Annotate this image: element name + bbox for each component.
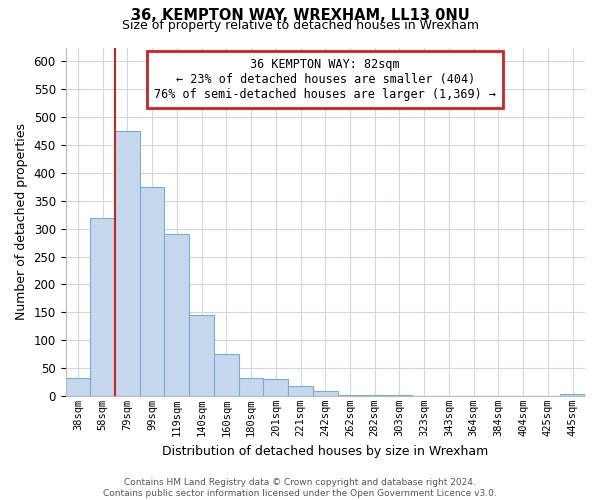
Bar <box>313 392 338 396</box>
Bar <box>140 187 164 396</box>
Text: Size of property relative to detached houses in Wrexham: Size of property relative to detached ho… <box>121 18 479 32</box>
Bar <box>90 218 115 396</box>
Bar <box>338 395 362 396</box>
Bar <box>239 378 263 396</box>
Text: 36 KEMPTON WAY: 82sqm
← 23% of detached houses are smaller (404)
76% of semi-det: 36 KEMPTON WAY: 82sqm ← 23% of detached … <box>154 58 496 101</box>
Bar <box>288 386 313 396</box>
Bar <box>560 394 585 396</box>
Bar <box>263 379 288 396</box>
Bar <box>214 354 239 396</box>
Text: 36, KEMPTON WAY, WREXHAM, LL13 0NU: 36, KEMPTON WAY, WREXHAM, LL13 0NU <box>131 8 469 22</box>
X-axis label: Distribution of detached houses by size in Wrexham: Distribution of detached houses by size … <box>162 444 488 458</box>
Bar <box>115 131 140 396</box>
Y-axis label: Number of detached properties: Number of detached properties <box>15 123 28 320</box>
Text: Contains HM Land Registry data © Crown copyright and database right 2024.
Contai: Contains HM Land Registry data © Crown c… <box>103 478 497 498</box>
Bar <box>189 315 214 396</box>
Bar <box>164 234 189 396</box>
Bar <box>65 378 90 396</box>
